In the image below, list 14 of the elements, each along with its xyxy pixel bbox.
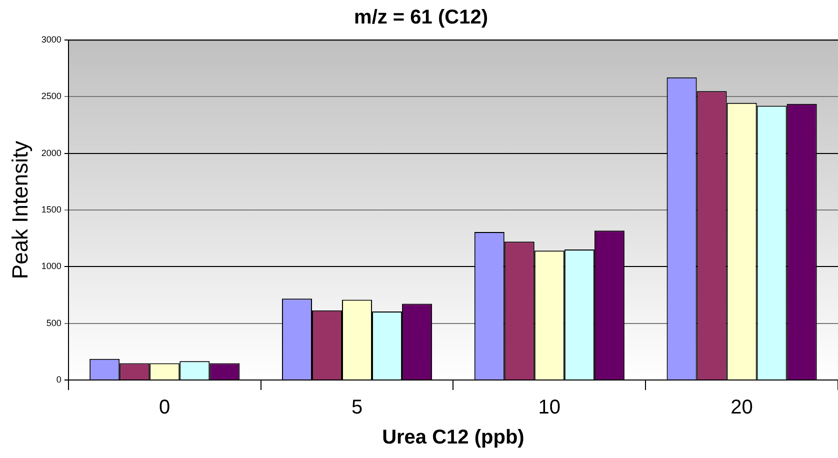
x-tick-label: 0 xyxy=(159,396,170,419)
x-tick-label: 20 xyxy=(730,396,753,419)
y-tick-label: 1500 xyxy=(41,204,62,214)
y-tick-label: 1000 xyxy=(41,261,62,272)
y-tick-label: 500 xyxy=(46,318,62,328)
x-axis-title: Urea C12 (ppb) xyxy=(382,426,524,449)
x-tick-label: 5 xyxy=(351,396,363,419)
x-tick-label: 10 xyxy=(538,396,561,419)
y-tick-label: 3000 xyxy=(41,34,62,44)
y-axis-title: Peak Intensity xyxy=(7,140,32,280)
y-tick-label: 2000 xyxy=(41,148,62,158)
y-tick-label: 2500 xyxy=(41,91,62,102)
y-tick-label: 0 xyxy=(56,374,62,384)
chart-title: m/z = 61 (C12) xyxy=(354,6,488,29)
